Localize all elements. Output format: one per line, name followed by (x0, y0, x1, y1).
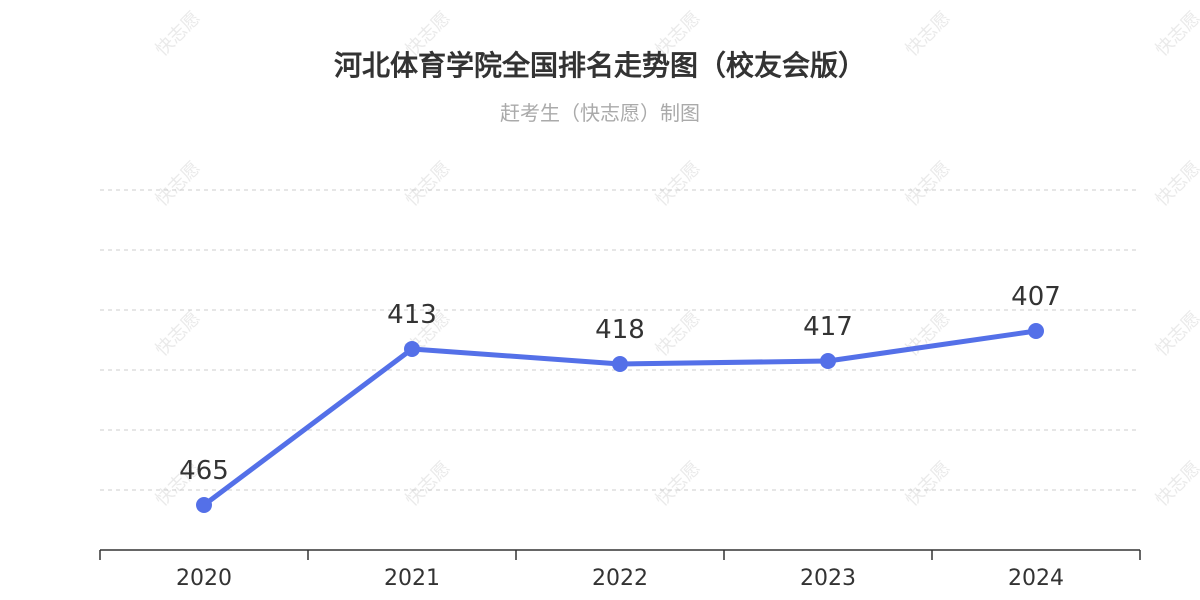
data-label: 418 (595, 315, 645, 345)
x-tick-label: 2021 (384, 566, 440, 591)
data-point (820, 353, 836, 369)
x-tick-label: 2023 (800, 566, 856, 591)
data-label: 465 (179, 456, 229, 486)
data-point (1028, 323, 1044, 339)
x-tick-label: 2024 (1008, 566, 1064, 591)
x-tick-label: 2020 (176, 566, 232, 591)
chart-title: 河北体育学院全国排名走势图（校友会版） (333, 49, 866, 82)
data-point (404, 341, 420, 357)
data-point (196, 497, 212, 513)
data-label: 417 (803, 312, 853, 342)
data-label: 407 (1011, 282, 1061, 312)
data-label: 413 (387, 300, 437, 330)
data-point (612, 356, 628, 372)
chart-subtitle: 赶考生（快志愿）制图 (500, 101, 700, 125)
x-tick-label: 2022 (592, 566, 648, 591)
